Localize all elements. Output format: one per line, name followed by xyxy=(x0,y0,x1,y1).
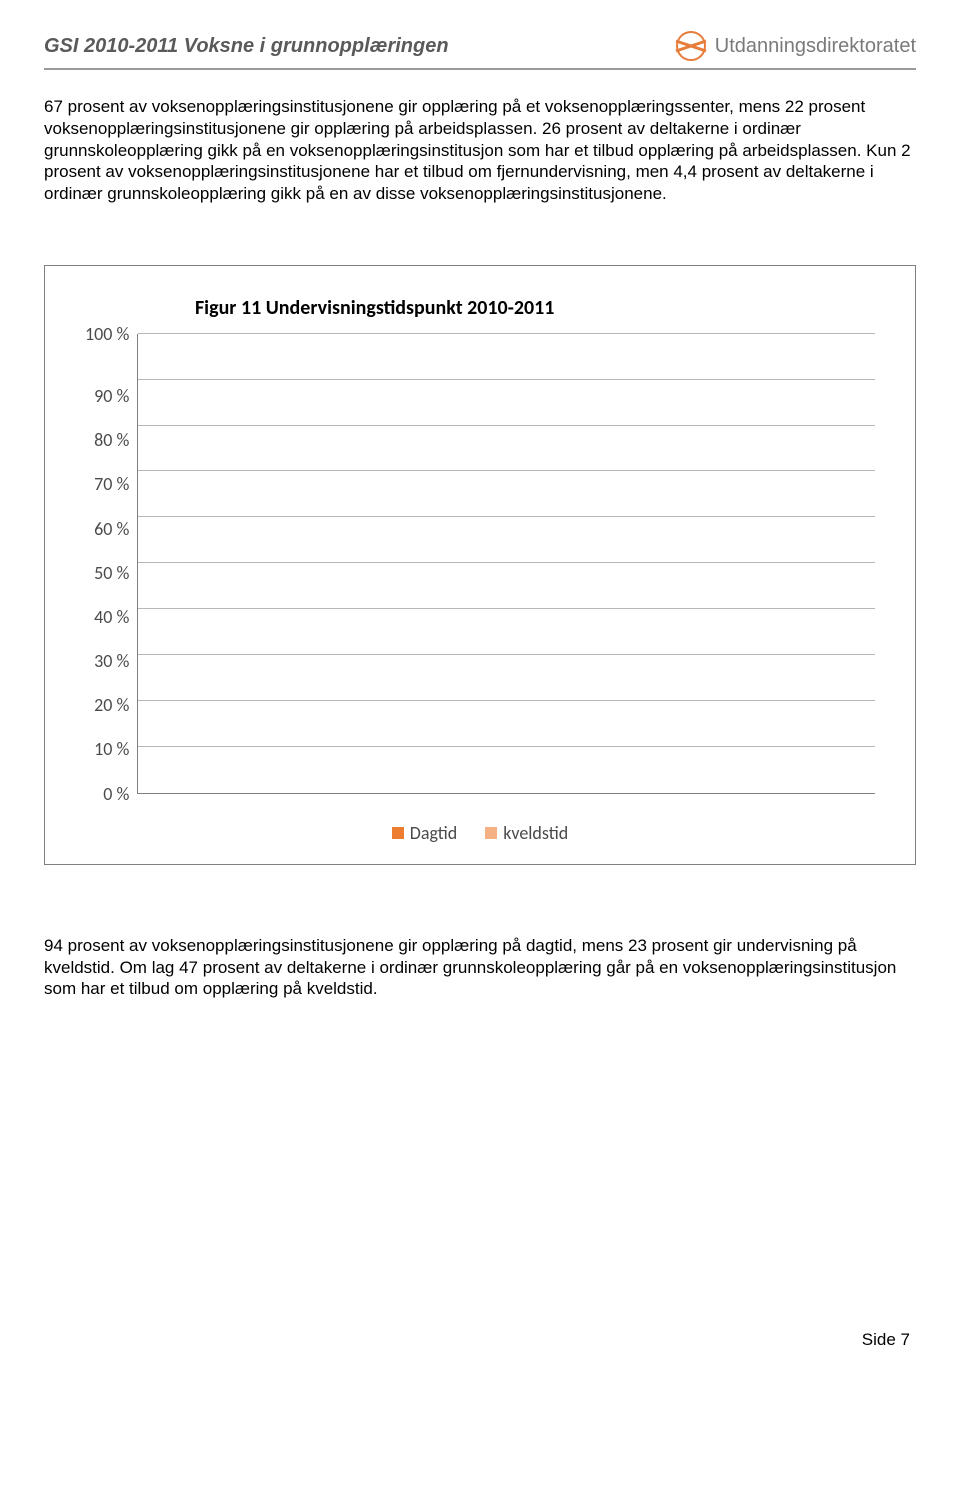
chart-title: Figur 11 Undervisningstidspunkt 2010-201… xyxy=(195,296,875,320)
chart-y-axis: 100 %90 %80 %70 %60 %50 %40 %30 %20 %10 … xyxy=(85,334,137,794)
y-tick: 100 % xyxy=(85,325,129,343)
legend-label: Dagtid xyxy=(410,822,457,844)
page-header: GSI 2010-2011 Voksne i grunnopplæringen … xyxy=(44,28,916,68)
y-tick: 30 % xyxy=(94,652,129,670)
logo: Utdanningsdirektoratet xyxy=(673,28,916,64)
y-tick: 80 % xyxy=(94,431,129,449)
logo-icon xyxy=(673,28,709,64)
y-tick: 40 % xyxy=(94,608,129,626)
grid-line xyxy=(138,379,875,380)
chart-area: 100 %90 %80 %70 %60 %50 %40 %30 %20 %10 … xyxy=(85,334,875,794)
grid-line xyxy=(138,654,875,655)
legend-item: kveldstid xyxy=(485,822,568,844)
grid-line xyxy=(138,516,875,517)
grid-line xyxy=(138,425,875,426)
chart-container: Figur 11 Undervisningstidspunkt 2010-201… xyxy=(44,265,916,865)
paragraph-1: 67 prosent av voksenopplæringsinstitusjo… xyxy=(44,96,916,205)
chart-plot xyxy=(137,334,875,794)
grid-line xyxy=(138,746,875,747)
legend-item: Dagtid xyxy=(392,822,457,844)
y-tick: 0 % xyxy=(103,785,129,803)
header-title: GSI 2010-2011 Voksne i grunnopplæringen xyxy=(44,35,449,58)
grid-line xyxy=(138,562,875,563)
header-divider xyxy=(44,68,916,70)
legend-label: kveldstid xyxy=(503,822,568,844)
y-tick: 50 % xyxy=(94,564,129,582)
grid-line xyxy=(138,700,875,701)
y-tick: 60 % xyxy=(94,520,129,538)
y-tick: 90 % xyxy=(94,387,129,405)
y-tick: 10 % xyxy=(94,740,129,758)
page-number: Side 7 xyxy=(44,1330,916,1350)
y-tick: 70 % xyxy=(94,475,129,493)
y-tick: 20 % xyxy=(94,696,129,714)
chart-legend: Dagtid kveldstid xyxy=(85,822,875,844)
legend-swatch xyxy=(485,827,497,839)
logo-text: Utdanningsdirektoratet xyxy=(715,35,916,58)
grid-line xyxy=(138,470,875,471)
chart-bars xyxy=(138,334,875,793)
legend-swatch xyxy=(392,827,404,839)
grid-line xyxy=(138,608,875,609)
grid-line xyxy=(138,333,875,334)
paragraph-2: 94 prosent av voksenopplæringsinstitusjo… xyxy=(44,935,916,1000)
